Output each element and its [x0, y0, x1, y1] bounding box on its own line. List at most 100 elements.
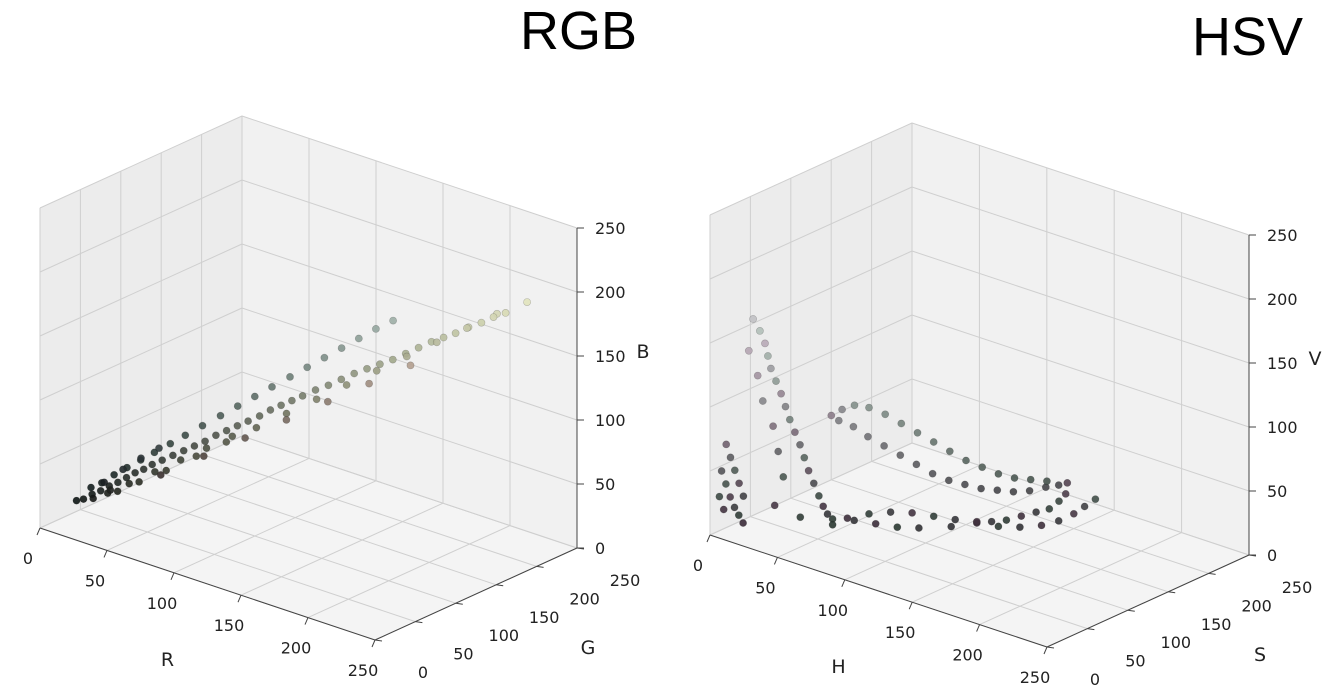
rgb-data-point	[250, 392, 259, 401]
rgb-x-tick-label: 50	[85, 571, 105, 590]
rgb-data-point	[365, 379, 373, 388]
hsv-data-point	[915, 524, 923, 532]
hsv-data-point	[758, 397, 767, 405]
rgb-data-point	[439, 333, 448, 342]
rgb-data-point	[311, 386, 320, 394]
hsv-data-point	[871, 519, 880, 528]
rgb-y-tick-label: 0	[418, 663, 428, 682]
hsv-y-tick-label: 0	[1090, 670, 1100, 689]
hsv-x-tick-label: 150	[885, 623, 916, 642]
hsv-data-point	[796, 440, 804, 449]
rgb-z-axis-label: B	[636, 341, 649, 363]
rgb-axes	[39, 228, 578, 641]
rgb-x-tick-mark	[170, 572, 175, 580]
rgb-y-tick-mark	[374, 639, 383, 642]
rgb-data-point	[122, 473, 131, 482]
hsv-data-point	[1037, 521, 1046, 530]
hsv-data-point	[1043, 477, 1051, 486]
hsv-data-point	[809, 479, 818, 488]
rgb-y-tick-label: 50	[453, 645, 473, 664]
hsv-data-point	[1061, 489, 1070, 498]
hsv-data-point	[715, 492, 724, 501]
rgb-data-point	[216, 411, 225, 420]
rgb-z-tick-label: 50	[595, 475, 615, 494]
hsv-y-tick-mark	[1087, 628, 1095, 631]
hsv-z-tick-label: 50	[1267, 482, 1287, 501]
hsv-data-point	[739, 492, 748, 501]
rgb-data-point	[286, 372, 294, 381]
hsv-data-point	[1069, 509, 1078, 518]
hsv-x-tick-mark	[908, 602, 913, 610]
hsv-axes	[709, 235, 1250, 648]
rgb-data-point	[135, 477, 143, 486]
rgb-data-point	[79, 495, 88, 503]
rgb-y-tick-mark	[496, 584, 504, 587]
rgb-x-tick-label: 250	[348, 661, 379, 680]
rgb-x-tick-label: 150	[214, 616, 245, 635]
hsv-data-point	[929, 512, 938, 521]
hsv-data-point	[772, 377, 780, 385]
hsv-data-point	[1016, 523, 1024, 532]
hsv-data-point	[1010, 474, 1019, 482]
hsv-data-point	[779, 472, 788, 481]
hsv-data-point	[819, 502, 828, 511]
rgb-data-point	[233, 421, 242, 430]
hsv-x-tick-mark	[841, 579, 846, 587]
rgb-y-tick-label: 200	[569, 589, 600, 608]
rgb-data-point	[139, 465, 148, 474]
rgb-data-point	[158, 456, 167, 465]
rgb-data-point	[371, 324, 380, 333]
hsv-y-tick-label: 250	[1282, 578, 1313, 597]
rgb-data-point	[406, 361, 415, 370]
hsv-data-point	[913, 428, 922, 437]
rgb-y-axis-label: G	[581, 637, 596, 659]
hsv-data-point	[815, 491, 823, 500]
hsv-data-point	[777, 389, 785, 398]
rgb-data-point	[150, 448, 159, 457]
hsv-y-tick-mark	[1208, 572, 1216, 575]
rgb-data-point	[168, 451, 177, 460]
rgb-data-point	[222, 426, 231, 435]
hsv-data-point	[850, 516, 859, 525]
hsv-data-point	[828, 520, 837, 529]
hsv-data-point	[753, 371, 762, 380]
hsv-data-point	[945, 447, 954, 456]
hsv-x-tick-label: 0	[693, 556, 703, 575]
hsv-data-point	[739, 519, 747, 527]
hsv-data-point	[730, 503, 739, 512]
hsv-data-point	[823, 510, 832, 518]
rgb-data-point	[298, 391, 307, 400]
hsv-data-point	[961, 480, 969, 489]
hsv-data-point	[827, 411, 836, 420]
hsv-data-point	[987, 517, 996, 526]
rgb-data-point	[137, 454, 145, 463]
hsv-data-point	[850, 401, 859, 410]
hsv-z-tick-label: 150	[1267, 354, 1298, 373]
rgb-data-point	[179, 446, 188, 455]
hsv-data-point	[1055, 497, 1063, 506]
rgb-data-point	[228, 432, 237, 441]
hsv-data-point	[886, 508, 895, 516]
hsv-data-point	[774, 447, 783, 456]
rgb-data-point	[277, 401, 285, 410]
rgb-data-point	[350, 369, 359, 378]
hsv-y-tick-mark	[1127, 609, 1135, 612]
rgb-data-point	[320, 353, 329, 362]
hsv-data-point	[781, 402, 790, 411]
hsv-data-point	[769, 422, 777, 431]
rgb-x-axis-label: R	[161, 649, 174, 671]
hsv-data-point	[947, 522, 956, 531]
hsv-data-point	[719, 505, 728, 514]
rgb-data-point	[110, 470, 118, 479]
rgb-x-tick-label: 100	[147, 594, 178, 613]
rgb-data-point	[202, 444, 211, 452]
rgb-data-point	[125, 479, 134, 488]
hsv-y-tick-label: 100	[1161, 633, 1192, 652]
rgb-y-tick-mark	[536, 565, 544, 568]
rgb-data-point	[199, 452, 208, 461]
rgb-data-point	[241, 434, 249, 442]
rgb-data-point	[462, 324, 471, 332]
hsv-x-tick-mark	[773, 557, 778, 565]
rgb-data-point	[72, 496, 81, 505]
hsv-y-tick-label: 150	[1201, 615, 1232, 634]
